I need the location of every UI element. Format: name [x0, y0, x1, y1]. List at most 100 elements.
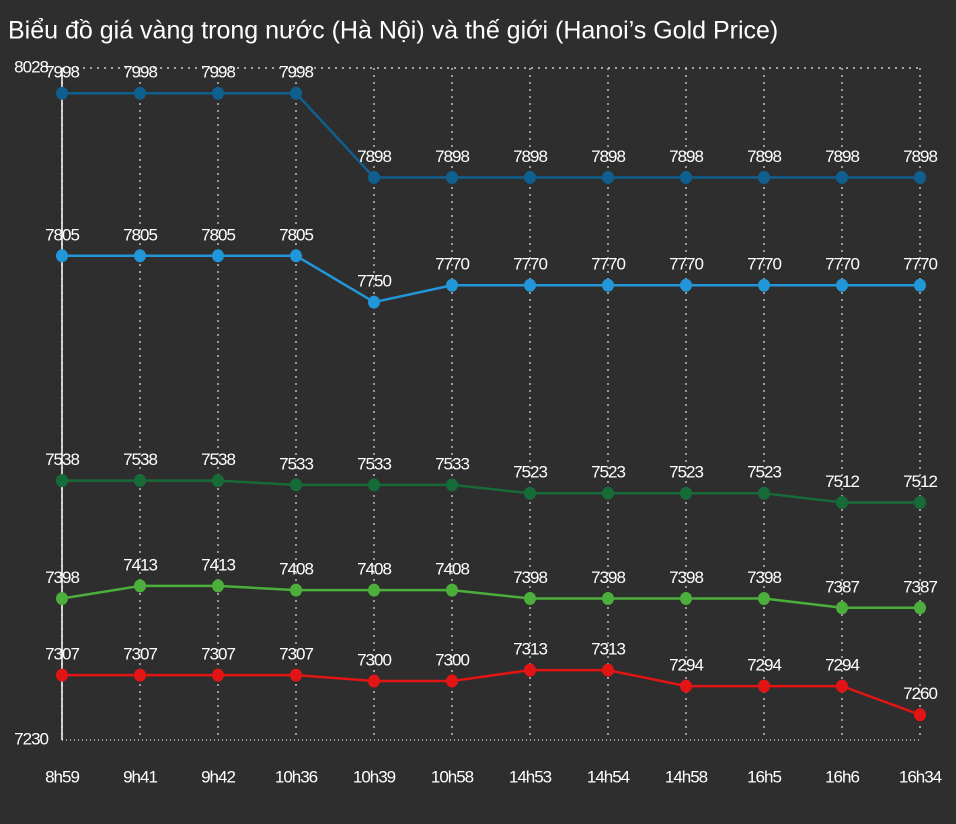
data-point: [368, 295, 380, 309]
data-label: 7294: [669, 656, 703, 675]
data-label: 7533: [279, 454, 313, 473]
data-label: 7398: [747, 568, 781, 587]
data-point: [56, 249, 68, 263]
data-label: 7512: [825, 472, 859, 491]
data-point: [56, 592, 68, 606]
x-tick-label: 10h36: [275, 767, 318, 786]
data-label: 7805: [123, 225, 157, 244]
data-label: 7387: [903, 577, 937, 596]
data-label: 7770: [825, 255, 859, 274]
data-label: 7805: [279, 225, 313, 244]
data-label: 7300: [435, 651, 469, 670]
data-label: 7408: [435, 560, 469, 579]
data-label: 7294: [747, 656, 781, 675]
data-label: 7750: [357, 272, 391, 291]
data-label: 7538: [45, 450, 79, 469]
data-point: [290, 668, 302, 682]
data-point: [446, 583, 458, 597]
chart-title: Biểu đồ giá vàng trong nước (Hà Nội) và …: [8, 17, 778, 45]
x-tick-label: 16h5: [747, 767, 781, 786]
x-tick-label: 14h54: [587, 767, 630, 786]
data-label: 7523: [591, 463, 625, 482]
data-point: [212, 249, 224, 263]
data-point: [602, 486, 614, 500]
data-point: [212, 474, 224, 488]
data-point: [368, 674, 380, 688]
data-point: [524, 663, 536, 677]
x-tick-label: 14h53: [509, 767, 552, 786]
data-point: [914, 708, 926, 722]
data-point: [524, 592, 536, 606]
y-tick-label: 8028: [14, 57, 48, 76]
data-point: [914, 278, 926, 292]
x-tick-label: 9h42: [201, 767, 235, 786]
data-label: 7260: [903, 684, 937, 703]
data-label: 7313: [591, 640, 625, 659]
data-point: [524, 278, 536, 292]
data-label: 7998: [45, 63, 79, 82]
data-point: [524, 486, 536, 500]
x-tick-label: 10h39: [353, 767, 396, 786]
x-tick-label: 14h58: [665, 767, 708, 786]
series-line: [62, 479, 920, 504]
data-point: [836, 170, 848, 184]
data-point: [368, 478, 380, 492]
data-label: 7307: [123, 645, 157, 664]
data-point: [56, 668, 68, 682]
data-label: 7898: [513, 147, 547, 166]
data-point: [602, 663, 614, 677]
data-label: 7770: [669, 255, 703, 274]
data-point: [914, 170, 926, 184]
data-label: 7898: [357, 147, 391, 166]
data-label: 7898: [591, 147, 625, 166]
data-label: 7313: [513, 640, 547, 659]
x-tick-label: 16h6: [825, 767, 859, 786]
x-tick-label: 10h58: [431, 767, 474, 786]
data-point: [134, 474, 146, 488]
data-point: [368, 583, 380, 597]
data-label: 7898: [435, 147, 469, 166]
series-line: [62, 668, 921, 716]
data-point: [836, 679, 848, 693]
x-tick-label: 8h59: [45, 767, 79, 786]
data-label: 7307: [201, 645, 235, 664]
data-point: [602, 592, 614, 606]
data-point: [758, 486, 770, 500]
data-point: [446, 278, 458, 292]
data-point: [56, 474, 68, 488]
series-line: [62, 254, 920, 304]
data-label: 7538: [201, 450, 235, 469]
data-point: [134, 579, 146, 593]
data-label: 7998: [279, 63, 313, 82]
data-label: 7538: [123, 450, 157, 469]
data-label: 7805: [201, 225, 235, 244]
data-point: [446, 478, 458, 492]
data-label: 7770: [513, 255, 547, 274]
series-line: [62, 92, 920, 179]
data-label: 7533: [357, 454, 391, 473]
data-label: 7523: [747, 463, 781, 482]
data-point: [680, 679, 692, 693]
series-line: [61, 584, 920, 610]
data-point: [758, 278, 770, 292]
data-label: 7523: [513, 463, 547, 482]
data-point: [212, 668, 224, 682]
data-point: [836, 496, 848, 510]
data-point: [680, 278, 692, 292]
x-tick-label: 9h41: [123, 767, 157, 786]
data-point: [134, 86, 146, 100]
data-point: [212, 86, 224, 100]
data-point: [602, 278, 614, 292]
data-point: [446, 674, 458, 688]
data-point: [290, 583, 302, 597]
data-label: 7294: [825, 656, 859, 675]
data-label: 7998: [201, 63, 235, 82]
data-label: 7898: [747, 147, 781, 166]
x-tick-label: 16h34: [899, 767, 942, 786]
data-point: [290, 478, 302, 492]
data-point: [836, 278, 848, 292]
data-label: 7805: [45, 225, 79, 244]
data-label: 7770: [903, 255, 937, 274]
data-point: [914, 601, 926, 615]
